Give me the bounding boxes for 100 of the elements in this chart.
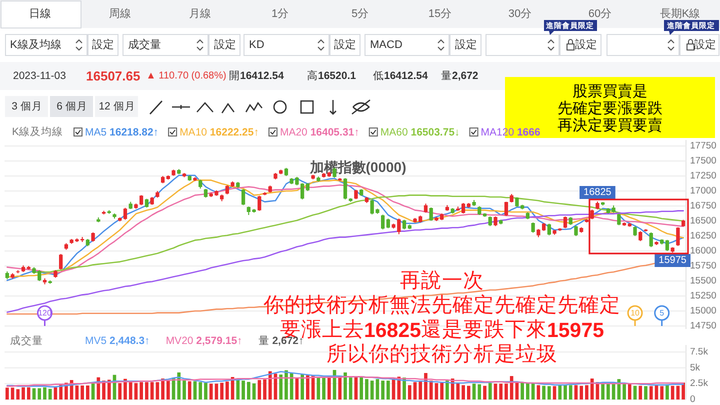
bar <box>568 385 572 400</box>
text: 先確定要漲要跌 <box>558 100 662 117</box>
bar <box>290 373 294 400</box>
bar <box>488 383 492 400</box>
candlestick <box>638 230 642 242</box>
bar <box>418 382 422 400</box>
bar <box>80 385 84 400</box>
bar <box>628 384 632 400</box>
annotation: 5 <box>660 308 665 318</box>
bar <box>504 384 508 400</box>
bar <box>300 374 304 400</box>
bar <box>204 382 208 400</box>
y-tick-label: 17500 <box>690 156 716 166</box>
candlestick <box>354 189 358 200</box>
candlestick <box>547 223 551 236</box>
text: 周線 <box>109 8 131 20</box>
y-tick-label: 15500 <box>690 276 716 286</box>
bar <box>649 386 653 400</box>
candlestick <box>617 213 621 226</box>
bar <box>666 384 669 400</box>
bar <box>198 382 202 400</box>
text: 16520.1 <box>318 70 356 82</box>
bar <box>585 385 588 400</box>
bar <box>16 389 20 400</box>
text: 低 <box>373 70 384 82</box>
bar <box>140 382 143 400</box>
bar <box>252 383 256 400</box>
y-tick-label: 16500 <box>690 216 716 226</box>
bar <box>499 384 503 400</box>
y-tick-label: 5k <box>690 362 700 374</box>
y-tick-label: 15250 <box>690 290 716 302</box>
text: 設定 <box>694 38 716 51</box>
bar <box>193 381 197 400</box>
bar <box>622 383 626 400</box>
y-tick-label: 16250 <box>690 230 716 242</box>
bar <box>268 371 272 400</box>
bar <box>376 379 380 400</box>
bar <box>306 375 310 400</box>
annotation: 10 <box>630 308 640 318</box>
bar <box>209 384 213 400</box>
annotation: 再說一次 <box>400 269 484 292</box>
y-tick-label: 0 <box>690 394 696 405</box>
text: KD <box>249 39 264 51</box>
bar <box>548 386 551 400</box>
annotation: 120 <box>38 308 52 318</box>
text: MA5 16218.82↑ <box>85 126 159 138</box>
annotation: 15975 <box>658 255 687 266</box>
text: 股票買賣是 <box>572 83 648 100</box>
bar <box>494 384 498 400</box>
text: 開 <box>229 70 240 82</box>
text: 30分 <box>508 8 532 20</box>
y-tick-label: 2.5k <box>690 378 708 390</box>
bar <box>279 374 283 400</box>
bar <box>536 385 540 400</box>
bar <box>242 380 245 400</box>
text: 設定 <box>214 38 236 51</box>
bar <box>161 378 164 400</box>
y-tick-label: 16000 <box>690 246 716 256</box>
bar <box>156 382 160 400</box>
bar <box>220 382 224 400</box>
bar <box>580 386 584 400</box>
text: 高 <box>307 69 318 82</box>
bar <box>124 378 127 400</box>
candlestick <box>59 254 63 270</box>
bar <box>38 388 42 400</box>
bar <box>246 382 250 400</box>
candlestick <box>258 195 262 212</box>
candlestick <box>531 222 535 234</box>
text: MACD <box>370 39 402 51</box>
candlestick <box>574 225 578 236</box>
y-tick-label: 15000 <box>690 306 716 316</box>
bar <box>344 372 347 400</box>
bar <box>32 388 36 400</box>
text: MV5 2,448.3↑ <box>85 335 150 347</box>
candlestick <box>402 219 406 230</box>
chart-title: 成交量 <box>10 334 43 347</box>
bar <box>462 385 465 400</box>
bar <box>263 379 266 400</box>
candlestick <box>123 207 128 220</box>
text: 60分 <box>588 8 612 20</box>
candlestick <box>494 216 498 227</box>
text: 月線 <box>189 8 211 20</box>
bar <box>118 383 122 400</box>
line-series <box>6 376 684 387</box>
text: 1分 <box>271 8 289 20</box>
bar <box>360 376 364 400</box>
bar <box>22 387 25 400</box>
bar <box>483 386 486 400</box>
text: 再決定要買要賣 <box>558 117 662 134</box>
bar <box>284 370 288 400</box>
bar <box>258 380 262 400</box>
y-tick-label: 17250 <box>690 170 716 182</box>
bar <box>552 386 556 400</box>
candlestick <box>241 188 246 206</box>
y-tick-label: 17750 <box>690 140 716 152</box>
text: 成交量 <box>128 38 161 51</box>
bar <box>348 378 352 400</box>
bar <box>386 380 390 400</box>
text: 設定 <box>455 38 477 51</box>
candlestick <box>563 216 568 229</box>
